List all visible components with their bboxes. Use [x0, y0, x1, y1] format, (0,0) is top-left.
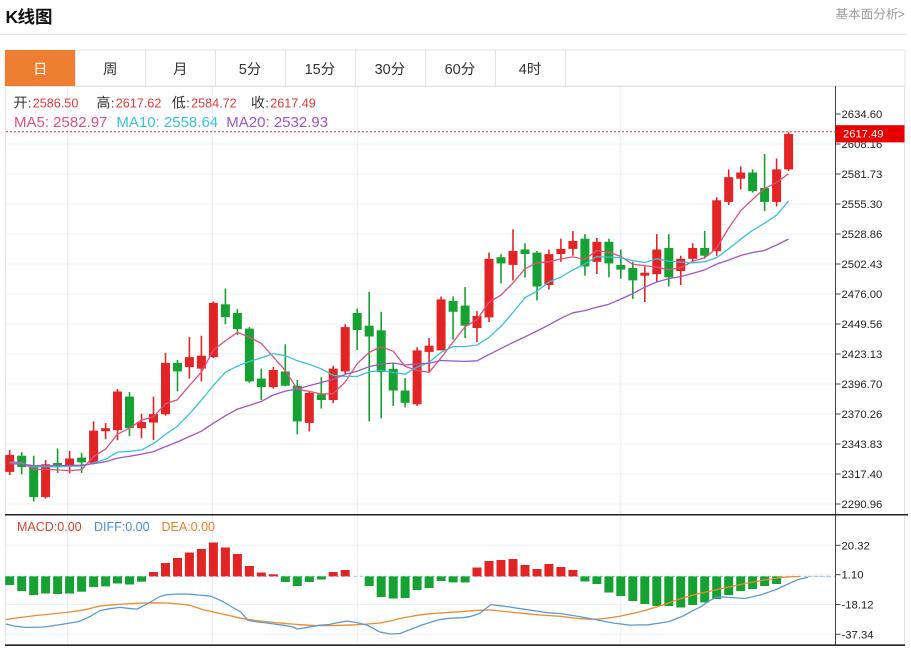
svg-text:2586.50: 2586.50 — [33, 97, 79, 111]
svg-text:2476.00: 2476.00 — [842, 289, 883, 301]
svg-text:MA5: 2582.97: MA5: 2582.97 — [14, 114, 107, 131]
svg-text::: : — [28, 97, 32, 111]
svg-text:1.10: 1.10 — [842, 570, 864, 582]
svg-text:MA20: 2532.93: MA20: 2532.93 — [226, 114, 328, 131]
svg-text:2290.96: 2290.96 — [842, 499, 883, 511]
svg-text::: : — [186, 97, 190, 111]
svg-text:2423.13: 2423.13 — [842, 349, 883, 361]
svg-text:2555.30: 2555.30 — [842, 199, 883, 211]
svg-text::: : — [265, 97, 269, 111]
svg-text:>: > — [898, 8, 905, 22]
svg-text:2528.86: 2528.86 — [842, 229, 883, 241]
svg-text:MA10: 2558.64: MA10: 2558.64 — [116, 114, 218, 131]
svg-text:2449.56: 2449.56 — [842, 319, 883, 331]
svg-text:DIFF:0.00: DIFF:0.00 — [94, 520, 150, 534]
svg-text::: : — [111, 97, 115, 111]
svg-text:2343.83: 2343.83 — [842, 439, 883, 451]
svg-text:2581.73: 2581.73 — [842, 169, 883, 181]
svg-text:60: 60 — [445, 62, 461, 78]
svg-text:2317.40: 2317.40 — [842, 469, 883, 481]
svg-text:2370.26: 2370.26 — [842, 409, 883, 421]
svg-text:2396.70: 2396.70 — [842, 379, 883, 391]
svg-text:5: 5 — [239, 62, 247, 78]
svg-text:2617.49: 2617.49 — [843, 129, 883, 141]
svg-text:MACD:0.00: MACD:0.00 — [17, 520, 82, 534]
svg-text:2617.49: 2617.49 — [270, 97, 316, 111]
svg-text:K: K — [6, 7, 19, 27]
svg-text:-18.12: -18.12 — [842, 600, 874, 612]
svg-text:30: 30 — [375, 62, 391, 78]
svg-text:2584.72: 2584.72 — [191, 97, 237, 111]
svg-text:20.32: 20.32 — [842, 540, 870, 552]
svg-text:2617.62: 2617.62 — [116, 97, 162, 111]
svg-text:-37.34: -37.34 — [842, 629, 874, 641]
svg-text:2502.43: 2502.43 — [842, 259, 883, 271]
svg-text:DEA:0.00: DEA:0.00 — [162, 520, 216, 534]
svg-text:4: 4 — [519, 62, 527, 78]
svg-text:2634.60: 2634.60 — [842, 109, 883, 121]
svg-text:15: 15 — [305, 62, 321, 78]
